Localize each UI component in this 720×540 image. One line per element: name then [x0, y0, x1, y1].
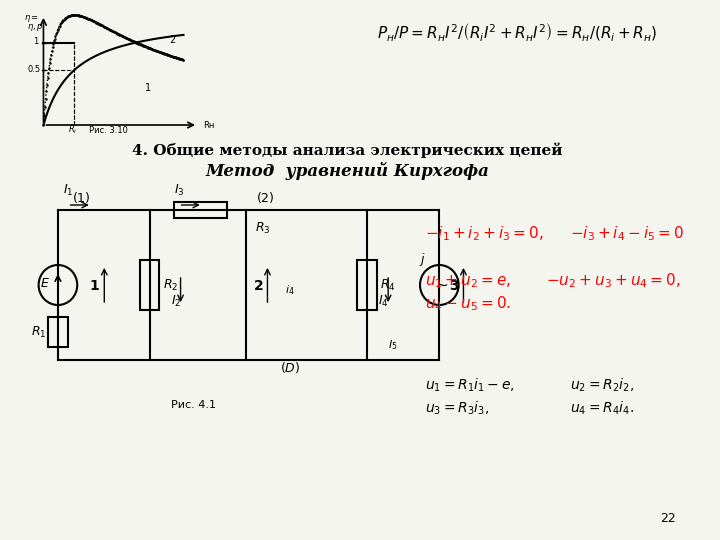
Text: $u_4 = R_4 i_4.$: $u_4 = R_4 i_4.$ — [570, 400, 634, 417]
Text: $-i_3 + i_4 - i_5 = 0$: $-i_3 + i_4 - i_5 = 0$ — [570, 224, 684, 242]
Text: $u_1 + u_2 = e,$: $u_1 + u_2 = e,$ — [425, 273, 511, 289]
Bar — [140, 260, 159, 310]
Text: $R_3$: $R_3$ — [255, 221, 271, 236]
Text: Рис. 4.1: Рис. 4.1 — [171, 400, 215, 410]
Text: $I_1$: $I_1$ — [63, 183, 73, 198]
Text: $(D)$: $(D)$ — [279, 360, 300, 375]
Text: $(1)$: $(1)$ — [73, 190, 91, 205]
Text: $R_1$: $R_1$ — [31, 325, 46, 340]
Text: 1: 1 — [33, 37, 38, 46]
Text: $R_i$: $R_i$ — [68, 124, 77, 137]
Text: 22: 22 — [660, 512, 676, 525]
Bar — [174, 202, 227, 218]
Text: $u_4 - u_5 = 0.$: $u_4 - u_5 = 0.$ — [425, 294, 511, 313]
Text: $u_3 = R_3 i_3,$: $u_3 = R_3 i_3,$ — [425, 400, 489, 417]
Text: $\eta =$: $\eta =$ — [24, 13, 40, 24]
Text: $R_4$: $R_4$ — [380, 278, 396, 293]
Text: $I_2$: $I_2$ — [171, 294, 181, 309]
Text: $I_5$: $I_5$ — [388, 338, 397, 352]
Text: $P_н/P = R_нI^2/\left(R_iI^2 + R_нI^2\right) = R_н/\left(R_i + R_н\right)$: $P_н/P = R_нI^2/\left(R_iI^2 + R_нI^2\ri… — [377, 21, 657, 43]
Text: 4. Общие методы анализа электрических цепей: 4. Общие методы анализа электрических це… — [132, 143, 563, 158]
Text: $\mathbf{2}$: $\mathbf{2}$ — [253, 279, 263, 293]
Text: E: E — [40, 277, 48, 290]
Text: $-i_1 + i_2 + i_3 = 0,$: $-i_1 + i_2 + i_3 = 0,$ — [425, 224, 544, 242]
Text: Рис. 3.10: Рис. 3.10 — [89, 126, 127, 135]
Bar — [48, 317, 68, 347]
Text: Метод  уравнений Кирхгофа: Метод уравнений Кирхгофа — [206, 162, 490, 180]
Text: $\eta,p$: $\eta,p$ — [27, 22, 44, 33]
Text: $-u_2 + u_3 + u_4 = 0,$: $-u_2 + u_3 + u_4 = 0,$ — [546, 271, 680, 289]
Bar — [357, 260, 377, 310]
Text: $\mathbf{1}$: $\mathbf{1}$ — [89, 279, 100, 293]
Text: $I_3$: $I_3$ — [174, 183, 184, 198]
Text: Rн: Rн — [203, 121, 214, 130]
Text: $u_1 = R_1 i_1 - e,$: $u_1 = R_1 i_1 - e,$ — [425, 377, 515, 394]
Text: j: j — [420, 253, 423, 266]
Text: $u_2 = R_2 i_2,$: $u_2 = R_2 i_2,$ — [570, 377, 634, 394]
Text: $i_4$: $i_4$ — [285, 283, 294, 297]
Text: 0.5: 0.5 — [27, 65, 40, 74]
Text: $\sim$: $\sim$ — [433, 277, 449, 292]
Text: $I_4$: $I_4$ — [379, 294, 390, 309]
Text: $R_2$: $R_2$ — [163, 278, 179, 293]
Text: $\mathbf{3}$: $\mathbf{3}$ — [449, 279, 459, 293]
Text: $(2)$: $(2)$ — [256, 190, 274, 205]
Text: 1: 1 — [145, 83, 151, 93]
Text: 2: 2 — [169, 35, 175, 45]
